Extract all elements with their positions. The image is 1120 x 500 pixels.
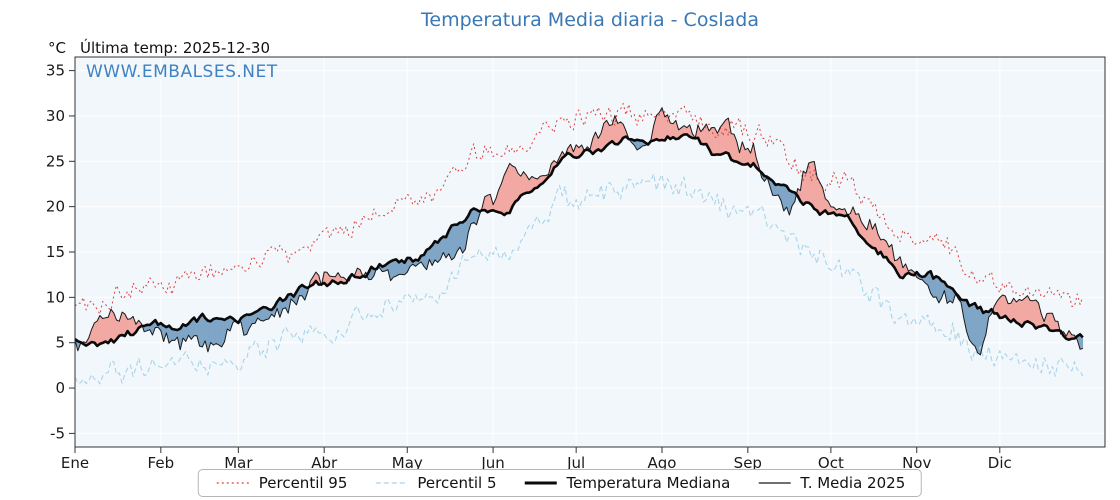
x-tick-label: Ene — [61, 454, 89, 472]
last-temp-annotation: Última temp: 2025-12-30 — [79, 39, 270, 57]
y-tick-label: 25 — [46, 152, 65, 170]
x-tick-label: Feb — [148, 454, 175, 472]
axes: -5 0 5 10 15 20 25 30 35 Ene Feb Mar Abr May Jun Jul Ago… — [46, 56, 1106, 472]
legend-item-percentil-5: Percentil 5 — [373, 474, 496, 492]
x-tick-label: Abr — [311, 454, 338, 472]
x-tick-label: Dic — [988, 454, 1012, 472]
series-line-percentil-5 — [74, 173, 1084, 385]
x-tick-label: Ago — [648, 454, 677, 472]
x-tick-label: Nov — [902, 454, 931, 472]
legend-label-percentil-5: Percentil 5 — [417, 474, 497, 492]
series-line-percentil-95 — [74, 103, 1084, 315]
t-media-2025-line-icon — [758, 482, 791, 484]
series-lines — [74, 103, 1084, 385]
temperatura-mediana-line-icon — [524, 481, 557, 485]
y-tick-label: -5 — [50, 424, 65, 442]
chart-title: Temperatura Media diaria - Coslada — [421, 9, 759, 31]
y-tick-label: 5 — [55, 334, 65, 352]
y-tick-label: 0 — [55, 379, 65, 397]
percentil-95-line-icon — [216, 482, 249, 484]
y-tick-label: 30 — [46, 107, 65, 125]
y-tick-label: 15 — [46, 243, 65, 261]
watermark: WWW.EMBALSES.NET — [86, 62, 278, 82]
y-tick-label: 20 — [46, 198, 65, 216]
legend-label-t-media-2025: T. Media 2025 — [800, 474, 906, 492]
x-tick-label: Mar — [224, 454, 253, 472]
percentil-5-line-icon — [375, 482, 408, 484]
legend-label-temperatura-mediana: Temperatura Mediana — [566, 474, 731, 492]
legend-item-percentil-95: Percentil 95 — [215, 474, 348, 492]
x-tick-label: Jul — [566, 454, 585, 472]
x-tick-label: Sep — [734, 454, 762, 472]
x-tick-label: May — [392, 454, 423, 472]
series-line-temperatura-mediana — [74, 133, 1084, 348]
x-tick-label: Oct — [818, 454, 844, 472]
chart-subheader: °C Última temp: 2025-12-30 — [48, 39, 270, 57]
legend-item-temperatura-mediana: Temperatura Mediana — [522, 474, 730, 492]
x-tick-label: Jun — [480, 454, 504, 472]
legend-item-t-media-2025: T. Media 2025 — [756, 474, 905, 492]
y-tick-label: 35 — [46, 62, 65, 80]
legend: Percentil 95 Percentil 5 Temperatura Med… — [197, 469, 923, 497]
y-tick-label: 10 — [46, 288, 65, 306]
y-axis-unit-label: °C — [48, 39, 66, 57]
grid-lines — [74, 57, 1105, 447]
legend-label-percentil-95: Percentil 95 — [258, 474, 348, 492]
